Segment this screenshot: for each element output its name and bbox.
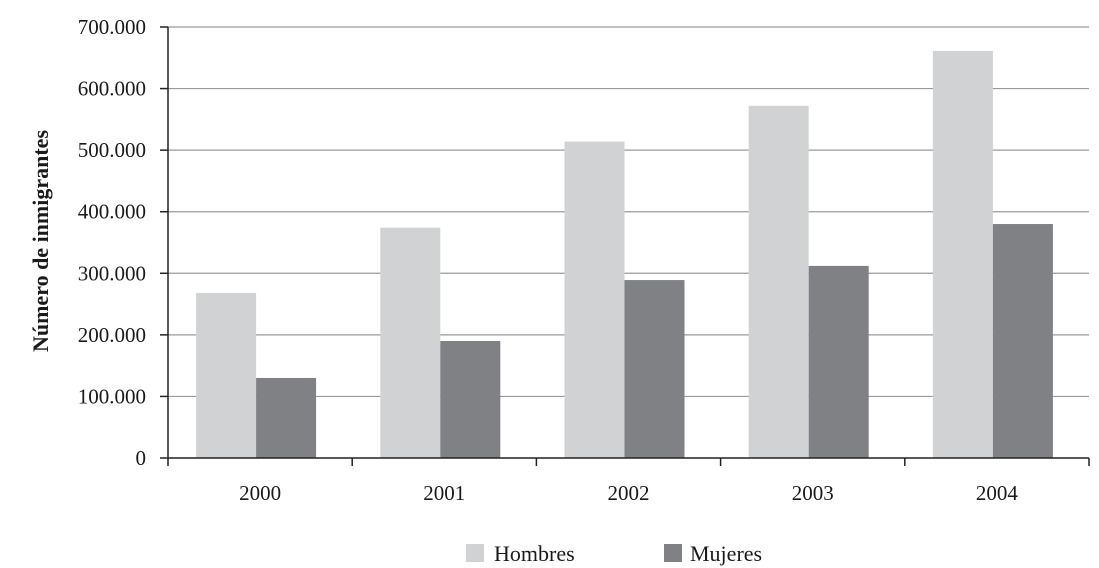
bar-hombres-2003 bbox=[748, 105, 809, 458]
y-tick-label: 500.000 bbox=[78, 138, 146, 162]
y-axis-label: Número de inmigrantes bbox=[28, 130, 53, 352]
x-tick-label: 2001 bbox=[423, 481, 465, 505]
x-tick-label: 2002 bbox=[608, 481, 650, 505]
bar-mujeres-2000 bbox=[256, 377, 317, 458]
bar-mujeres-2001 bbox=[440, 341, 501, 458]
y-tick-label: 300.000 bbox=[78, 261, 146, 285]
bar-hombres-2002 bbox=[564, 141, 625, 458]
gridlines bbox=[168, 26, 1089, 398]
y-tick-labels: 0 100.000 200.000 300.000 400.000 500.000 600.… bbox=[78, 15, 146, 470]
bar-hombres-2001 bbox=[380, 227, 441, 458]
bar-mujeres-2004 bbox=[992, 224, 1053, 458]
y-tick-label: 100.000 bbox=[78, 384, 146, 408]
y-tick-label: 400.000 bbox=[78, 200, 146, 224]
y-tick-label: 0 bbox=[136, 446, 147, 470]
x-tick-label: 2003 bbox=[792, 481, 834, 505]
x-tick-label: 2000 bbox=[239, 481, 281, 505]
y-tick-label: 700.000 bbox=[78, 15, 146, 39]
bar-mujeres-2003 bbox=[808, 265, 869, 458]
y-tick-label: 200.000 bbox=[78, 323, 146, 347]
legend-label-mujeres: Mujeres bbox=[690, 541, 762, 566]
legend-swatch-mujeres bbox=[664, 544, 682, 562]
legend: Hombres Mujeres bbox=[466, 541, 762, 566]
x-tick-label: 2004 bbox=[976, 481, 1019, 505]
bar-hombres-2004 bbox=[932, 51, 993, 459]
axes bbox=[160, 26, 1090, 466]
legend-label-hombres: Hombres bbox=[494, 541, 575, 566]
bars bbox=[196, 51, 1053, 459]
y-tick-label: 600.000 bbox=[78, 77, 146, 101]
bar-hombres-2000 bbox=[196, 292, 257, 458]
legend-swatch-hombres bbox=[466, 544, 484, 562]
x-tick-labels: 2000 2001 2002 2003 2004 bbox=[239, 481, 1018, 505]
bar-mujeres-2002 bbox=[624, 280, 685, 458]
